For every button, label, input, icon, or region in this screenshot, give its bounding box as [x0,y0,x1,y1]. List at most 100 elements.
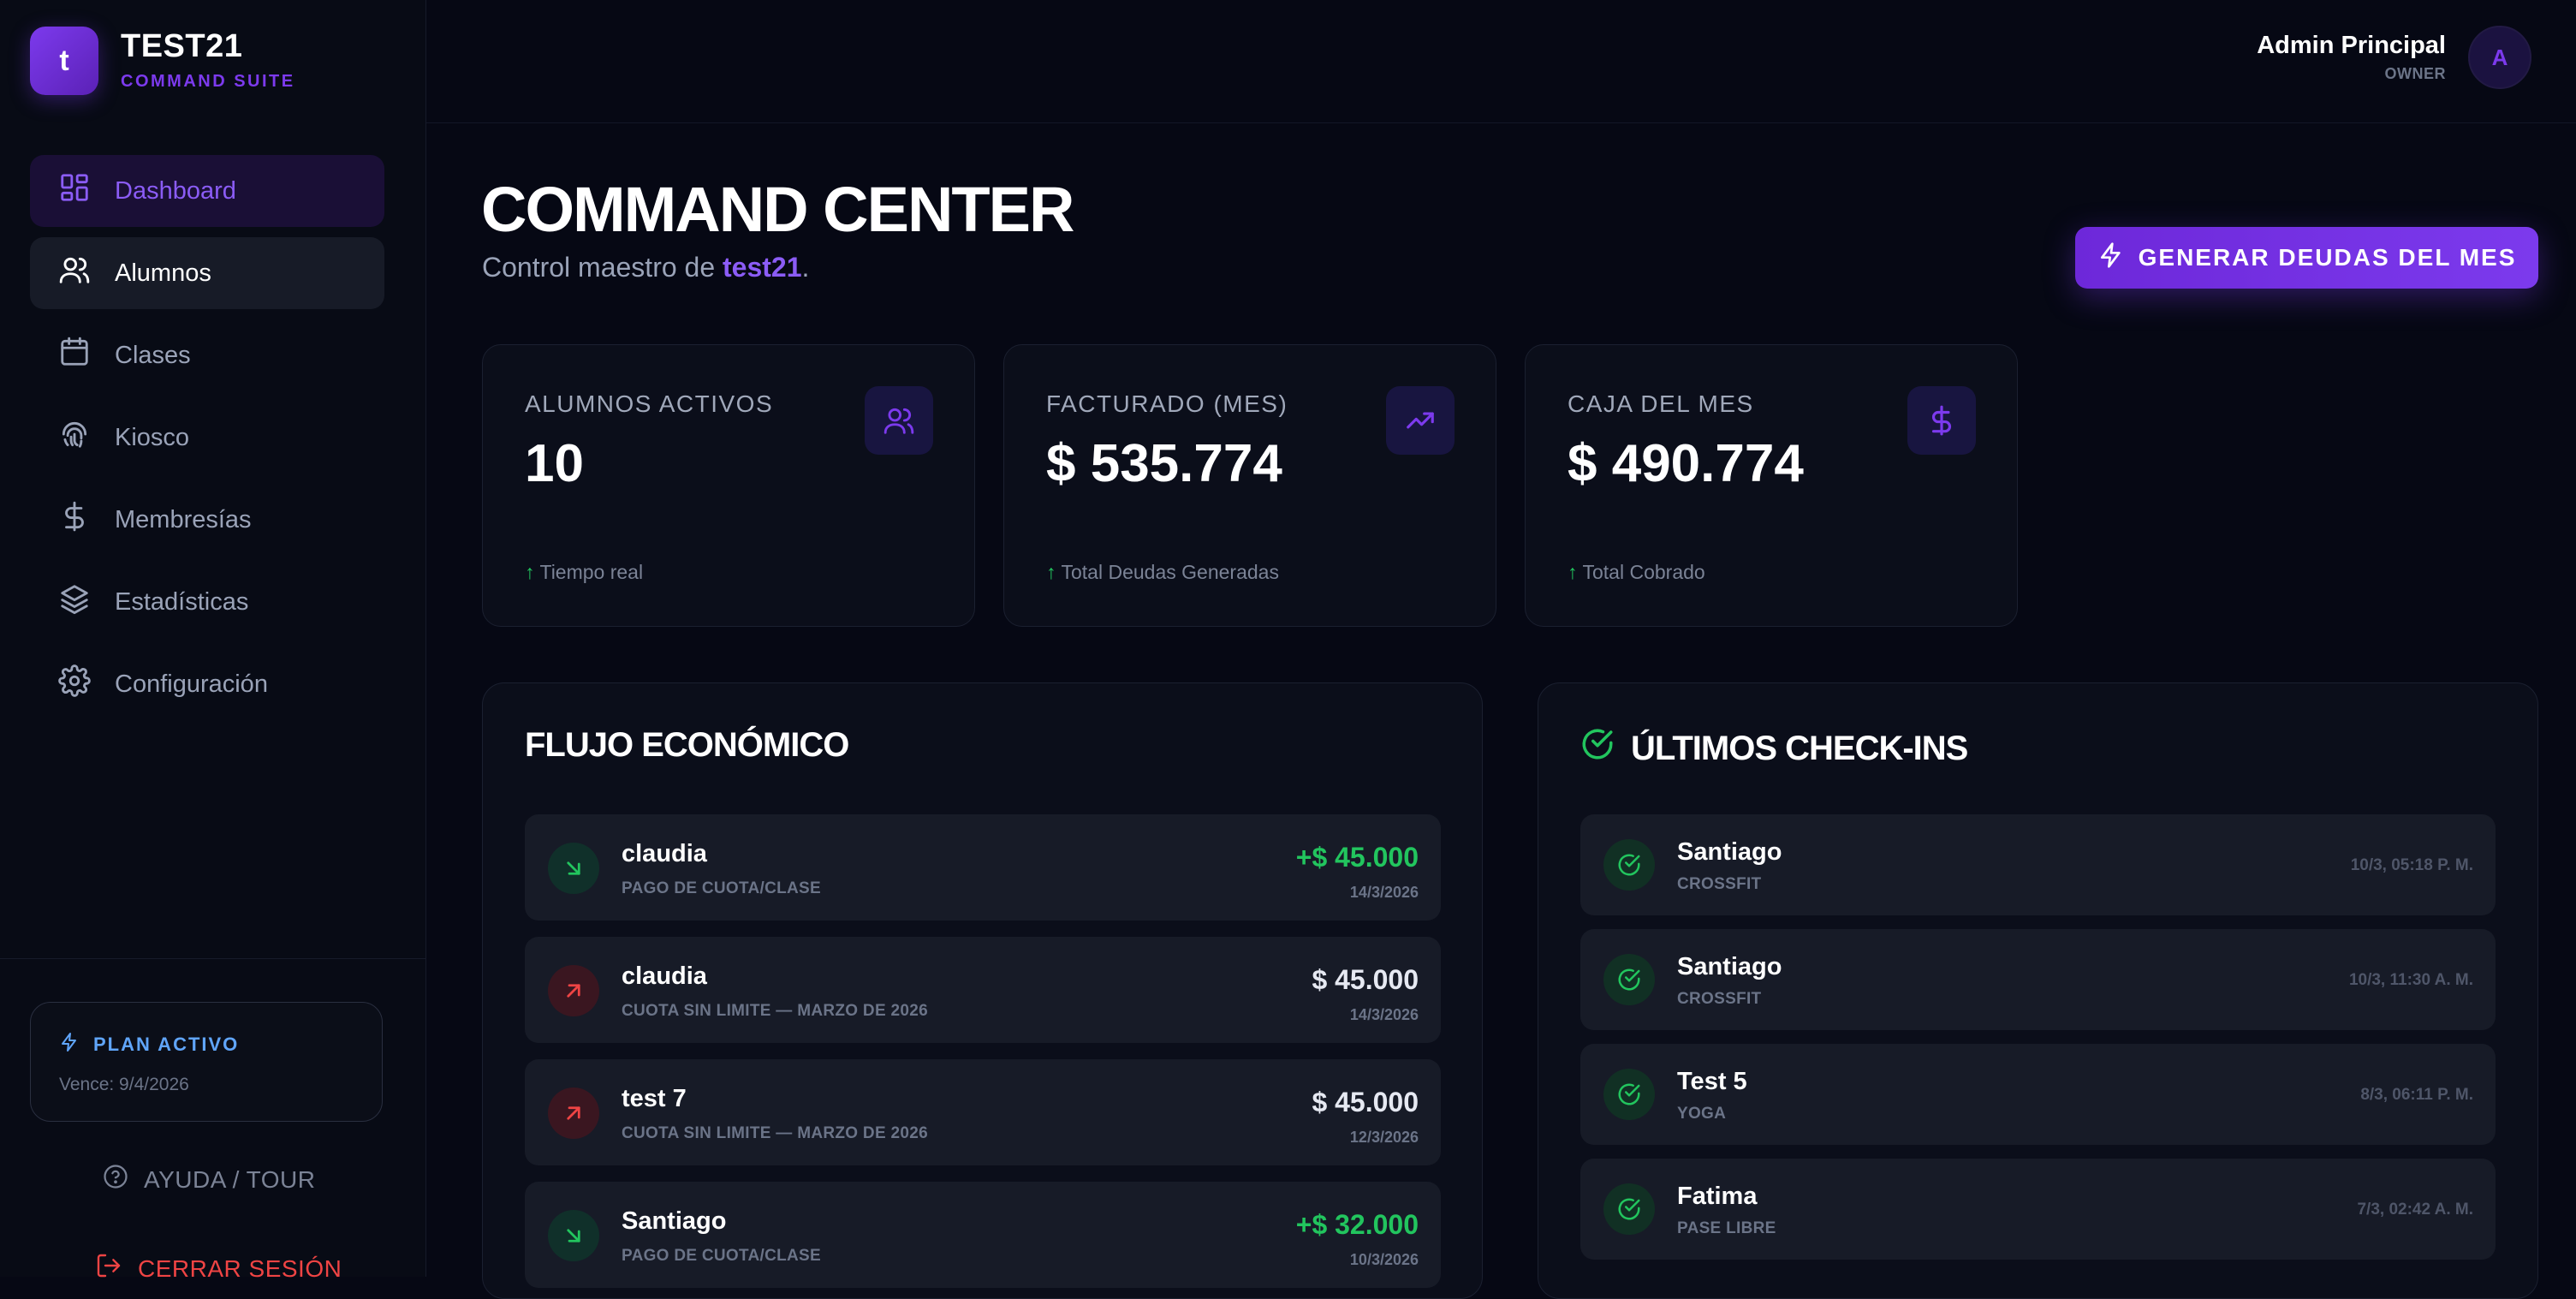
checkin-row[interactable]: Test 5 YOGA 8/3, 06:11 P. M. [1580,1044,2496,1145]
cashflow-row[interactable]: Santiago PAGO DE CUOTA/CLASE +$ 32.000 1… [525,1182,1441,1288]
subtitle-suffix: . [801,252,810,283]
stat-card-cash: CAJA DEL MES $ 490.774 ↑ Total Cobrado [1525,344,2018,627]
user-role: OWNER [2384,65,2446,82]
checkin-time: 10/3, 05:18 P. M. [2350,856,2473,874]
help-icon [103,1164,144,1195]
dollar-icon [58,500,115,539]
avatar[interactable]: A [2468,26,2531,89]
brand[interactable]: t TEST21 COMMAND SUITE [30,27,295,95]
help-tour-button[interactable]: AYUDA / TOUR [103,1164,316,1195]
stat-label: FACTURADO (MES) [1046,390,1288,417]
user-name: Admin Principal [2257,32,2446,59]
stat-footnote: ↑ Total Cobrado [1568,561,1705,584]
arrow-up-icon: ↑ [525,561,535,583]
sidebar-item-label: Configuración [115,670,268,698]
arrow-up-right-icon [548,965,599,1016]
stat-value: 10 [525,434,584,493]
arrow-down-right-icon [548,1210,599,1261]
stat-foot-label: Tiempo real [539,561,644,583]
plan-title: PLAN ACTIVO [93,1034,240,1055]
cashflow-date: 14/3/2026 [1349,884,1419,901]
brand-name: TEST21 [121,28,243,64]
logout-label: CERRAR SESIÓN [138,1254,342,1282]
bolt-icon [2097,241,2139,275]
checkin-row[interactable]: Santiago CROSSFIT 10/3, 11:30 A. M. [1580,929,2496,1030]
page-title: COMMAND CENTER [481,174,1074,245]
checkin-name: Santiago [1677,838,1782,866]
stat-value: $ 490.774 [1568,434,1804,493]
brand-subtitle: COMMAND SUITE [121,72,295,91]
checkin-name: Santiago [1677,953,1782,980]
sidebar-item-configuracion[interactable]: Configuración [30,648,384,720]
checkin-class: CROSSFIT [1677,875,1762,893]
plan-expiry: Vence: 9/4/2026 [59,1075,189,1094]
cashflow-name: claudia [622,962,707,990]
cashflow-row[interactable]: claudia PAGO DE CUOTA/CLASE +$ 45.000 14… [525,814,1441,921]
cashflow-desc: PAGO DE CUOTA/CLASE [622,879,822,897]
stat-foot-label: Total Cobrado [1582,561,1705,583]
sidebar-item-alumnos[interactable]: Alumnos [30,237,384,309]
sidebar-item-dashboard[interactable]: Dashboard [30,155,384,227]
stat-footnote: ↑ Tiempo real [525,561,643,584]
cashflow-title: FLUJO ECONÓMICO [525,726,849,764]
trending-up-icon [1386,386,1455,455]
logout-button[interactable]: CERRAR SESIÓN [95,1252,342,1285]
sidebar-item-label: Kiosco [115,423,190,451]
calendar-icon [58,336,115,375]
fingerprint-icon [58,418,115,457]
cashflow-amount: $ 45.000 [1312,1087,1419,1117]
sidebar-item-estadisticas[interactable]: Estadísticas [30,566,384,638]
generate-debts-label: GENERAR DEUDAS DEL MES [2138,244,2517,271]
generate-debts-button[interactable]: GENERAR DEUDAS DEL MES [2075,227,2538,289]
cashflow-name: Santiago [622,1207,727,1235]
cashflow-desc: PAGO DE CUOTA/CLASE [622,1247,822,1265]
checkins-title-wrap: ÚLTIMOS CHECK-INS [1580,726,1968,771]
bolt-icon [59,1032,93,1058]
cashflow-name: test 7 [622,1085,687,1112]
cashflow-date: 14/3/2026 [1349,1006,1419,1023]
checkin-name: Fatima [1677,1183,1758,1210]
checkin-row[interactable]: Santiago CROSSFIT 10/3, 05:18 P. M. [1580,814,2496,915]
checkins-title: ÚLTIMOS CHECK-INS [1631,729,1968,767]
sidebar-divider [0,958,425,959]
sidebar-item-kiosco[interactable]: Kiosco [30,402,384,474]
cashflow-desc: CUOTA SIN LIMITE — MARZO DE 2026 [622,1124,928,1142]
stat-label: CAJA DEL MES [1568,390,1754,417]
dollar-icon [1907,386,1976,455]
cashflow-row[interactable]: test 7 CUOTA SIN LIMITE — MARZO DE 2026 … [525,1059,1441,1165]
gear-icon [58,664,115,704]
cashflow-amount: +$ 32.000 [1295,1209,1419,1240]
user-menu[interactable]: Admin Principal OWNER A [2257,26,2531,89]
check-circle-icon [1603,1069,1655,1120]
checkin-row[interactable]: Fatima PASE LIBRE 7/3, 02:42 A. M. [1580,1159,2496,1260]
sidebar-item-label: Dashboard [115,176,236,205]
stat-label: ALUMNOS ACTIVOS [525,390,774,417]
cashflow-date: 10/3/2026 [1349,1251,1419,1268]
sidebar-item-clases[interactable]: Clases [30,319,384,391]
brand-logo: t [30,27,98,95]
arrow-up-icon: ↑ [1046,561,1056,583]
checkin-time: 10/3, 11:30 A. M. [2348,971,2473,989]
stat-value: $ 535.774 [1046,434,1282,493]
sidebar-item-label: Clases [115,341,191,369]
check-circle-icon [1603,1183,1655,1235]
subtitle-prefix: Control maestro de [482,252,723,283]
cashflow-amount: $ 45.000 [1312,964,1419,995]
stat-foot-label: Total Deudas Generadas [1061,561,1279,583]
top-bar: Admin Principal OWNER A [426,0,2576,123]
arrow-up-right-icon [548,1087,599,1139]
layers-icon [58,582,115,622]
checkin-class: CROSSFIT [1677,990,1762,1008]
check-circle-icon [1580,726,1631,771]
subtitle-highlight: test21 [723,252,802,283]
checkin-class: PASE LIBRE [1677,1219,1776,1237]
sidebar: t TEST21 COMMAND SUITE Dashboard Alumnos… [0,0,426,1282]
cashflow-row[interactable]: claudia CUOTA SIN LIMITE — MARZO DE 2026… [525,937,1441,1043]
arrow-up-icon: ↑ [1568,561,1578,583]
sidebar-item-label: Membresías [115,505,252,533]
sidebar-item-label: Estadísticas [115,587,249,616]
sidebar-item-membresias[interactable]: Membresías [30,484,384,556]
cashflow-amount: +$ 45.000 [1295,842,1419,873]
checkin-class: YOGA [1677,1105,1727,1123]
plan-card: PLAN ACTIVO Vence: 9/4/2026 [30,1002,383,1122]
